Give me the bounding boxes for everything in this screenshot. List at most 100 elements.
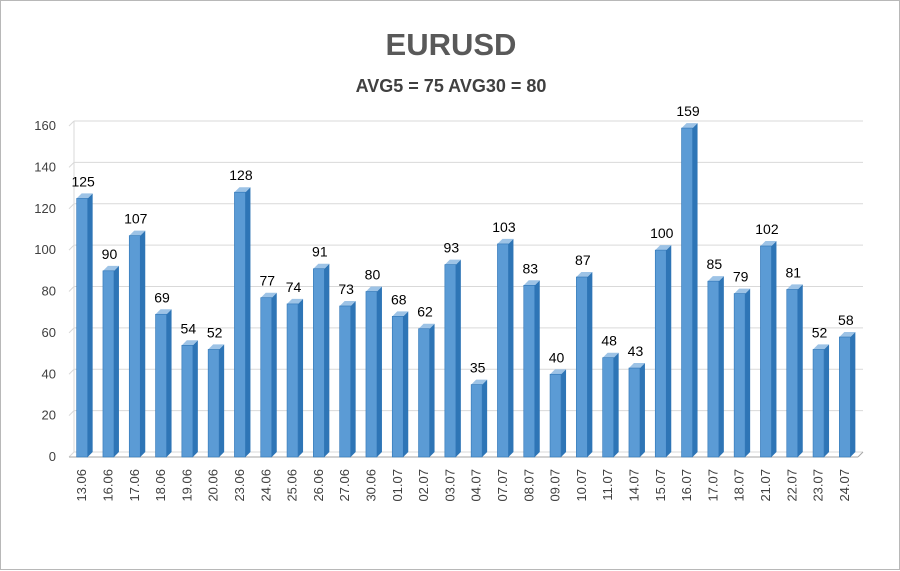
bar-top: [234, 187, 251, 193]
bar-top: [287, 298, 304, 304]
bar-side: [771, 240, 777, 457]
data-label: 103: [492, 219, 516, 235]
chart-subtitle: AVG5 = 75 AVG30 = 80: [355, 76, 547, 96]
x-tick-label: 25.06: [285, 469, 300, 502]
bar-top: [418, 323, 435, 329]
x-tick-label: 26.06: [311, 469, 326, 502]
data-label: 90: [102, 246, 118, 262]
bar-side: [587, 272, 593, 457]
data-label: 79: [733, 269, 749, 285]
bar: [497, 243, 509, 458]
x-tick-label: 09.07: [548, 469, 563, 502]
bar-side: [429, 323, 435, 457]
bar-top: [497, 238, 514, 244]
bar: [681, 127, 693, 458]
bar-top: [760, 240, 777, 246]
bar-top: [444, 259, 461, 265]
bar: [549, 373, 562, 458]
gridline-connector: [68, 410, 75, 416]
bar-side: [482, 379, 488, 457]
x-tick-label: 23.06: [232, 469, 247, 502]
bar-side: [561, 369, 567, 457]
x-tick-label: 11.07: [600, 469, 615, 501]
x-tick-label: 24.07: [837, 469, 852, 502]
x-tick-label: 13.06: [74, 469, 89, 502]
bar-side: [271, 292, 277, 457]
x-tick-label: 07.07: [495, 469, 510, 502]
bar: [365, 291, 378, 458]
bar: [733, 293, 746, 458]
x-tick-label: 18.07: [732, 469, 747, 502]
x-tick-label: 15.07: [653, 469, 668, 502]
bar: [155, 313, 167, 458]
data-label: 43: [628, 343, 644, 359]
data-label: 81: [785, 264, 801, 280]
bar-side: [350, 300, 356, 457]
data-label: 83: [522, 260, 538, 276]
bar-top: [102, 265, 119, 271]
bar: [286, 303, 299, 458]
bar: [760, 245, 772, 458]
data-label: 100: [650, 225, 674, 241]
bar: [812, 349, 825, 458]
y-tick-label: 60: [42, 325, 56, 340]
bar-side: [692, 123, 698, 457]
bar-top: [365, 286, 382, 292]
x-tick-label: 16.06: [100, 469, 115, 502]
bar: [444, 264, 457, 458]
x-tick-label: 04.07: [469, 469, 484, 502]
bar-side: [613, 352, 619, 457]
bar-side: [745, 288, 751, 457]
bar-side: [192, 340, 198, 457]
bar-top: [681, 123, 698, 129]
data-label: 128: [229, 167, 253, 183]
data-label: 159: [676, 103, 700, 119]
x-tick-label: 10.07: [574, 469, 589, 502]
y-tick-label: 20: [42, 408, 56, 423]
data-label: 68: [391, 291, 407, 307]
data-label: 62: [417, 304, 433, 320]
y-tick-label: 160: [34, 118, 56, 133]
bar-side: [166, 309, 172, 457]
bar-side: [824, 344, 830, 457]
y-tick-label: 40: [42, 366, 56, 381]
data-label: 40: [549, 349, 565, 365]
bar: [523, 284, 536, 458]
x-tick-label: 19.06: [179, 469, 194, 502]
data-label: 48: [601, 333, 617, 349]
bar-side: [298, 298, 304, 457]
x-tick-label: 16.07: [679, 469, 694, 502]
x-tick-label: 30.06: [363, 469, 378, 502]
bar-side: [850, 332, 856, 457]
bar: [313, 268, 325, 458]
bar-top: [471, 379, 488, 385]
data-label: 52: [812, 324, 828, 340]
data-label: 69: [154, 289, 170, 305]
bar-top: [655, 245, 672, 251]
gridline-connector: [68, 327, 75, 334]
x-tick-label: 03.07: [442, 469, 457, 502]
bar-side: [376, 286, 382, 457]
gridline-connector: [68, 162, 75, 168]
bar-top: [813, 344, 830, 350]
bar-side: [140, 230, 146, 457]
bar: [181, 344, 194, 458]
bar-side: [245, 187, 251, 457]
data-label: 80: [365, 267, 381, 283]
data-label: 74: [286, 279, 302, 295]
bar-top: [181, 340, 198, 346]
x-tick-label: 02.07: [416, 469, 431, 502]
bar-side: [534, 280, 540, 457]
data-label: 58: [838, 312, 854, 328]
x-tick-label: 23.07: [811, 469, 826, 502]
bar: [76, 198, 88, 458]
x-tick-label: 24.06: [258, 469, 273, 502]
gridline-connector: [68, 451, 75, 458]
y-tick-label: 120: [34, 201, 56, 216]
bar-top: [523, 280, 540, 286]
bar-top: [628, 363, 645, 369]
bar-side: [403, 311, 409, 457]
x-tick-label: 22.07: [784, 469, 799, 502]
